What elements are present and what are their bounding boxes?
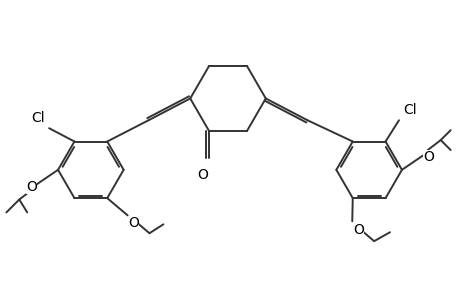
Text: O: O bbox=[129, 216, 139, 230]
Text: O: O bbox=[422, 150, 433, 164]
Text: Cl: Cl bbox=[31, 111, 45, 125]
Text: Cl: Cl bbox=[402, 103, 416, 117]
Text: O: O bbox=[197, 168, 208, 182]
Text: O: O bbox=[353, 223, 364, 237]
Text: O: O bbox=[26, 180, 37, 194]
